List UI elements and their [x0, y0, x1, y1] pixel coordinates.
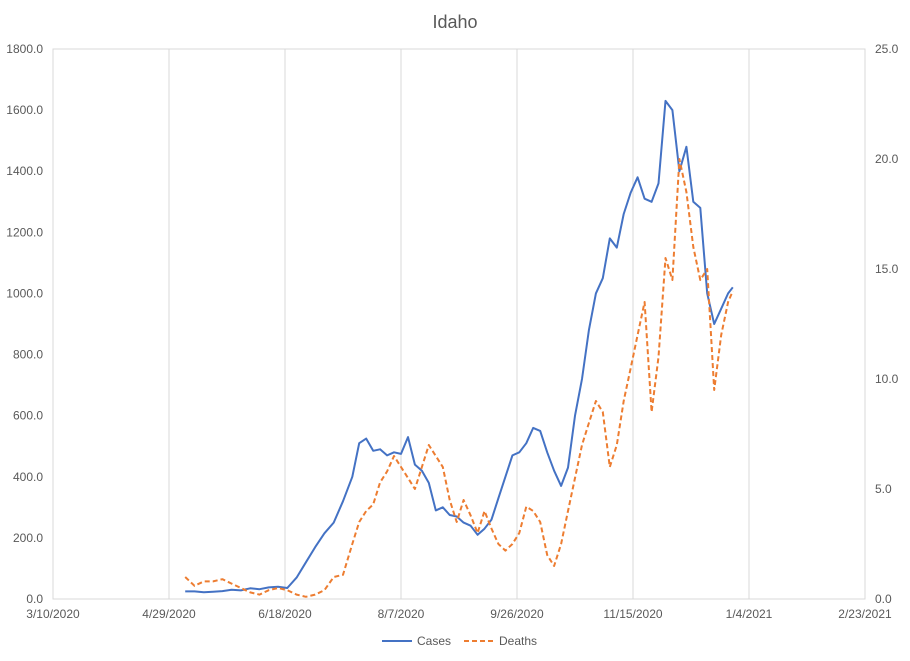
x-tick-label: 11/15/2020 — [603, 607, 662, 621]
axes: 3/10/2020 4/29/2020 6/18/2020 8/7/2020 9/26/… — [6, 42, 898, 621]
y-right-tick-label: 20.0 — [875, 152, 899, 166]
y-left-tick-label: 400.0 — [13, 470, 43, 484]
y-right-tick-label: 0.0 — [875, 592, 892, 606]
y-left-tick-label: 1200.0 — [6, 225, 43, 239]
series-line-cases — [185, 99, 734, 594]
y-right-tick-label: 25.0 — [875, 42, 899, 56]
y-right-tick-label: 5.0 — [875, 482, 892, 496]
gridlines — [52, 48, 866, 600]
series-lines — [184, 99, 734, 598]
y-left-tick-label: 1400.0 — [6, 164, 43, 178]
x-tick-label: 8/7/2020 — [378, 607, 425, 621]
y-left-tick-label: 1800.0 — [6, 42, 43, 56]
chart-title: Idaho — [432, 12, 477, 32]
legend-cases-label: Cases — [417, 634, 451, 648]
x-tick-label: 4/29/2020 — [142, 607, 196, 621]
y-left-tick-label: 600.0 — [13, 409, 43, 423]
x-tick-label: 2/23/2021 — [838, 607, 892, 621]
legend-deaths-label: Deaths — [499, 634, 537, 648]
legend: Cases Deaths — [382, 634, 537, 648]
x-tick-label: 6/18/2020 — [258, 607, 312, 621]
x-tick-label: 9/26/2020 — [490, 607, 544, 621]
y-right-tick-label: 10.0 — [875, 372, 899, 386]
y-left-tick-label: 0.0 — [26, 592, 43, 606]
y-left-tick-label: 800.0 — [13, 348, 43, 362]
x-tick-label: 1/4/2021 — [726, 607, 773, 621]
y-left-tick-label: 1600.0 — [6, 103, 43, 117]
y-right-tick-label: 15.0 — [875, 262, 899, 276]
plot-area-border — [52, 48, 866, 600]
series-line-deaths — [184, 158, 734, 598]
x-tick-label: 3/10/2020 — [26, 607, 80, 621]
y-left-tick-label: 1000.0 — [6, 286, 43, 300]
y-left-tick-label: 200.0 — [13, 531, 43, 545]
